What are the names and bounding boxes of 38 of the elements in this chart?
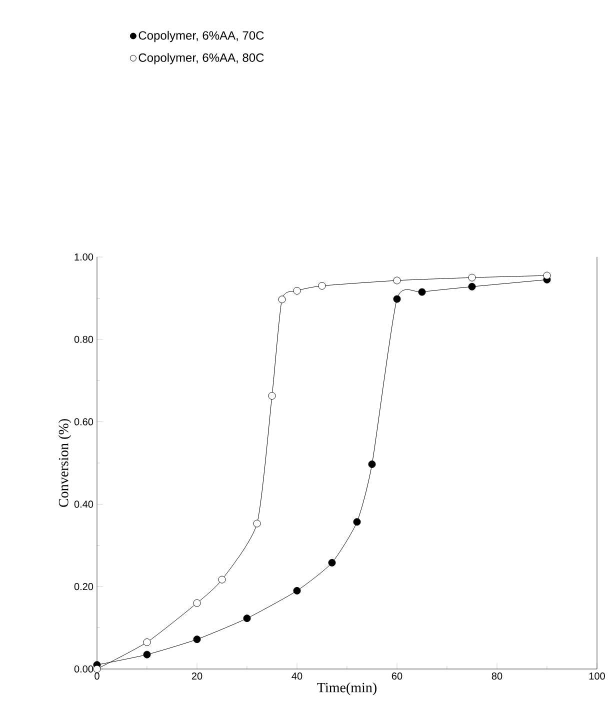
x-tick-label: 20 [192, 672, 202, 680]
point [368, 460, 376, 468]
point [268, 392, 276, 400]
x-tick-label: 40 [292, 672, 302, 680]
y-tick-label: 0.80 [74, 336, 94, 343]
x-tick-label: 80 [492, 672, 502, 680]
legend-label: Copolymer, 6%AA, 70C [138, 30, 264, 42]
legend-label: Copolymer, 6%AA, 80C [138, 53, 264, 64]
point [468, 274, 476, 282]
point [218, 576, 226, 584]
x-axis-title: Time(min) [317, 682, 376, 696]
point [193, 599, 201, 607]
point [143, 650, 151, 658]
point [243, 614, 251, 622]
point [143, 638, 151, 646]
point [318, 282, 326, 290]
point [353, 518, 361, 526]
point [418, 288, 426, 296]
y-tick-label: 0.60 [74, 418, 94, 426]
point [328, 558, 336, 566]
point [293, 586, 301, 594]
x-tick-label: 60 [392, 672, 402, 680]
point [393, 276, 401, 284]
y-tick-label: 0.40 [74, 500, 94, 508]
x-tick-label: 0 [94, 672, 100, 680]
point [193, 636, 201, 644]
point [468, 282, 476, 290]
y-tick-label: 0.20 [74, 583, 94, 590]
point [253, 520, 261, 528]
point [293, 287, 301, 295]
point [93, 665, 101, 673]
y-tick-label: 0.00 [74, 665, 94, 673]
point [278, 296, 286, 304]
point [543, 272, 551, 280]
y-axis-title: Conversion (%) [58, 419, 72, 507]
y-tick-label: 1.00 [74, 253, 94, 261]
point [393, 295, 401, 303]
x-tick-label: 100 [589, 672, 605, 680]
